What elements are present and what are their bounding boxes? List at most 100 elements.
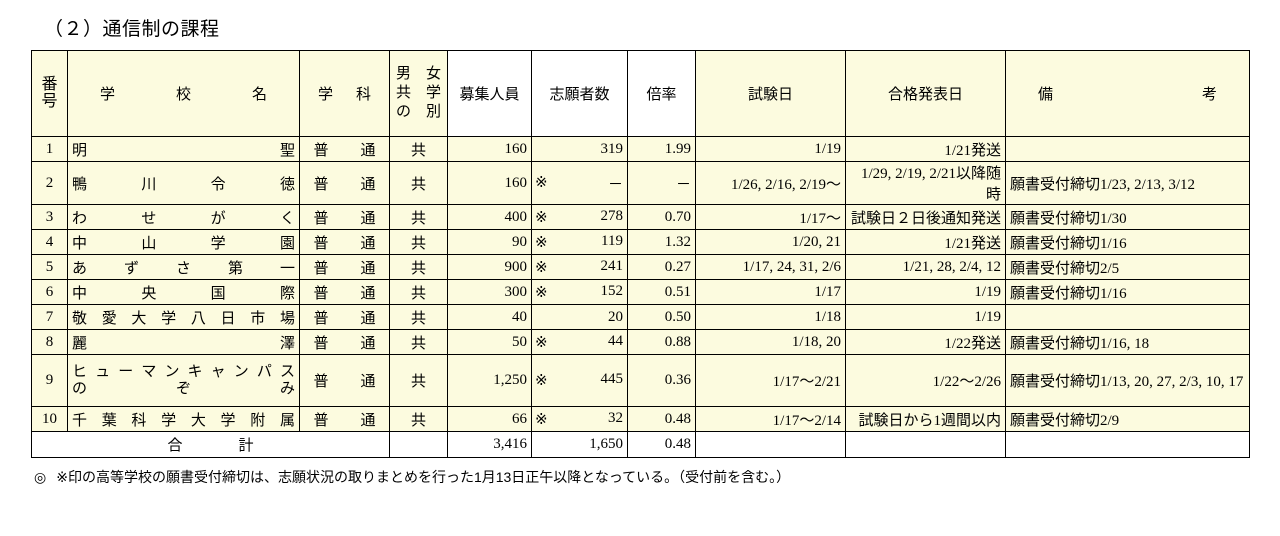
table-row: 1 明聖 普通 共 160 319 1.99 1/19 1/21発送 (31, 136, 1250, 162)
table-row: 5 あずさ第一 普通 共 900 ※ 241 0.27 1/17, 24, 31,… (31, 254, 1250, 280)
total-ratio: 0.48 (627, 431, 696, 458)
footnote: ◎ ※印の高等学校の願書受付締切は、志願状況の取りまとめを行った1月13日正午以降… (34, 467, 790, 487)
cell-no: 2 (31, 161, 68, 205)
cell-school-line2: のぞみ (72, 380, 295, 397)
cell-remarks: 願書受付締切1/16 (1005, 279, 1250, 305)
cell-school: わせがく (67, 204, 300, 230)
total-coed-empty (389, 431, 448, 458)
cell-exam-date: 1/17〜2/21 (695, 354, 846, 407)
cell-ratio: 0.51 (627, 279, 696, 305)
section-title: （２）通信制の課程 (44, 19, 220, 40)
column-header-coed-line1: 男女 (396, 65, 441, 82)
cell-coed: 共 (389, 406, 448, 432)
cell-dept: 普通 (299, 254, 390, 280)
cell-school: 敬愛大学八日市場 (67, 304, 300, 330)
cell-no: 1 (31, 136, 68, 162)
cell-exam-date: 1/18, 20 (695, 329, 846, 355)
column-header-remarks: 備考 (1005, 50, 1250, 137)
cell-ratio: 0.36 (627, 354, 696, 407)
cell-exam-date: 1/17, 24, 31, 2/6 (695, 254, 846, 280)
cell-exam-date: 1/17〜 (695, 204, 846, 230)
cell-coed: 共 (389, 329, 448, 355)
cell-ratio: 1.32 (627, 229, 696, 255)
cell-school: 中山学園 (67, 229, 300, 255)
table-row: 10 千葉科学大学附属 普通 共 66 ※ 32 0.48 1/17〜2/14 試… (31, 406, 1250, 432)
cell-ratio: 0.48 (627, 406, 696, 432)
cell-remarks: 願書受付締切1/13, 20, 27, 2/3, 10, 17 (1005, 354, 1250, 407)
cell-remarks: 願書受付締切2/9 (1005, 406, 1250, 432)
column-header-announce-date: 合格発表日 (845, 50, 1006, 137)
cell-no: 3 (31, 204, 68, 230)
column-header-school: 学校名 (67, 50, 300, 137)
total-announce-empty (845, 431, 1006, 458)
table-row: 3 わせがく 普通 共 400 ※ 278 0.70 1/17〜 試験日２日後通知… (31, 204, 1250, 230)
cell-announce-date: 1/21発送 (845, 229, 1006, 255)
asterisk-mark-icon: ※ (535, 284, 548, 301)
footnote-text: ※印の高等学校の願書受付締切は、志願状況の取りまとめを行った1月13日正午以降と… (56, 469, 791, 485)
column-header-coed-line2: 共学 (396, 84, 441, 101)
cell-coed: 共 (389, 229, 448, 255)
cell-ratio: 0.88 (627, 329, 696, 355)
cell-applicants: 20 (531, 304, 628, 330)
column-header-ratio: 倍率 (627, 50, 696, 137)
cell-school: 麗澤 (67, 329, 300, 355)
cell-coed: 共 (389, 161, 448, 205)
cell-applicants: ※ 445 (531, 354, 628, 407)
cell-ratio: 0.27 (627, 254, 696, 280)
cell-remarks: 願書受付締切1/23, 2/13, 3/12 (1005, 161, 1250, 205)
table-row: 8 麗澤 普通 共 50 ※ 44 0.88 1/18, 20 1/22発送 願書… (31, 329, 1250, 355)
cell-school: 明聖 (67, 136, 300, 162)
table-row: 4 中山学園 普通 共 90 ※ 119 1.32 1/20, 21 1/21発送… (31, 229, 1250, 255)
cell-capacity: 1,250 (447, 354, 532, 407)
asterisk-mark-icon: ※ (535, 209, 548, 226)
footnote-mark-icon: ◎ (34, 469, 47, 485)
applications-table: 番 号 学校名 学科 男女 共学 の別 募集人員 (31, 50, 1250, 458)
cell-applicants: ※ 241 (531, 254, 628, 280)
cell-school: 中央国際 (67, 279, 300, 305)
cell-school: 鴨川令徳 (67, 161, 300, 205)
table-row: 9 ヒューマンキャンパス のぞみ 普通 共 1,250 ※ 445 0.36 1/… (31, 354, 1250, 407)
total-exam-empty (695, 431, 846, 458)
asterisk-mark-icon: ※ (535, 334, 548, 351)
cell-capacity: 160 (447, 136, 532, 162)
cell-announce-date: 1/29, 2/19, 2/21以降随時 (845, 161, 1006, 205)
cell-no: 4 (31, 229, 68, 255)
total-row: 合計 3,416 1,650 0.48 (31, 431, 1250, 458)
asterisk-mark-icon: ※ (535, 411, 548, 428)
cell-announce-date: 1/19 (845, 304, 1006, 330)
cell-capacity: 50 (447, 329, 532, 355)
column-header-no-line2: 号 (41, 92, 58, 110)
cell-announce-date: 試験日から1週間以内 (845, 406, 1006, 432)
header-row: 番 号 学校名 学科 男女 共学 の別 募集人員 (31, 50, 1250, 137)
column-header-no: 番 号 (31, 50, 68, 137)
cell-remarks: 願書受付締切2/5 (1005, 254, 1250, 280)
cell-no: 6 (31, 279, 68, 305)
cell-remarks: 願書受付締切1/16, 18 (1005, 329, 1250, 355)
cell-exam-date: 1/17〜2/14 (695, 406, 846, 432)
cell-ratio: 1.99 (627, 136, 696, 162)
column-header-coed-line3: の別 (396, 104, 441, 121)
cell-coed: 共 (389, 254, 448, 280)
asterisk-mark-icon: ※ (535, 373, 548, 389)
cell-applicants: 319 (531, 136, 628, 162)
cell-no: 10 (31, 406, 68, 432)
cell-no: 7 (31, 304, 68, 330)
total-applicants: 1,650 (531, 431, 628, 458)
cell-announce-date: 1/21発送 (845, 136, 1006, 162)
cell-coed: 共 (389, 354, 448, 407)
cell-dept: 普通 (299, 329, 390, 355)
column-header-dept: 学科 (299, 50, 390, 137)
cell-school: 千葉科学大学附属 (67, 406, 300, 432)
cell-capacity: 300 (447, 279, 532, 305)
cell-capacity: 40 (447, 304, 532, 330)
table-header: 番 号 学校名 学科 男女 共学 の別 募集人員 (31, 50, 1250, 137)
cell-remarks (1005, 136, 1250, 162)
cell-dept: 普通 (299, 354, 390, 407)
cell-announce-date: 1/22発送 (845, 329, 1006, 355)
cell-coed: 共 (389, 136, 448, 162)
cell-dept: 普通 (299, 406, 390, 432)
cell-exam-date: 1/17 (695, 279, 846, 305)
cell-remarks (1005, 304, 1250, 330)
cell-capacity: 160 (447, 161, 532, 205)
